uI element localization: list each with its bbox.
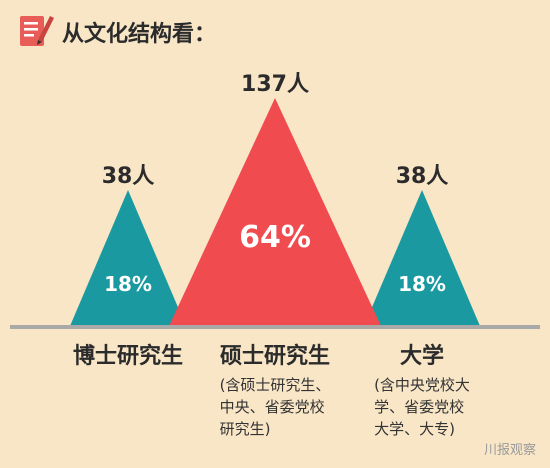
category-note-2: (含中央党校大 学、省委党校 大学、大专) — [374, 376, 470, 438]
percent-label-0: 18% — [104, 272, 152, 296]
baseline — [10, 325, 540, 329]
count-label-1: 137人 — [241, 72, 309, 97]
category-note-1: (含硕士研究生、 中央、省委党校 研究生) — [219, 376, 331, 438]
percent-label-1: 64% — [239, 220, 311, 255]
category-label-1: 硕士研究生 — [219, 344, 331, 369]
edit-note-icon — [16, 10, 56, 50]
watermark: 川报观察 — [483, 443, 536, 458]
category-label-0: 博士研究生 — [72, 344, 184, 369]
percent-label-2: 18% — [398, 272, 446, 296]
count-label-0: 38人 — [101, 164, 155, 189]
triangle-mark-2 — [364, 190, 480, 326]
page-title: 从文化结构看： — [62, 22, 217, 47]
triangle-mark-1 — [169, 98, 381, 326]
count-label-2: 38人 — [395, 164, 449, 189]
category-label-2: 大学 — [399, 344, 445, 369]
triangle-mark-0 — [70, 190, 186, 326]
